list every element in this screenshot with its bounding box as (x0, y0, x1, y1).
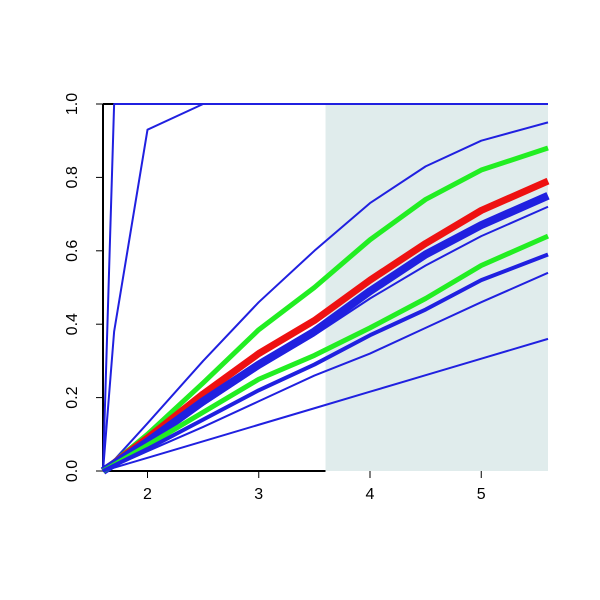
y-tick-label: 0.2 (64, 386, 81, 408)
series-line (102, 337, 549, 472)
series-line (102, 271, 549, 472)
y-tick-label: 1.0 (64, 93, 81, 115)
series-line (102, 252, 549, 473)
x-tick-label: 4 (366, 486, 375, 503)
y-tick-label: 0.4 (64, 313, 81, 335)
x-tick-label: 3 (254, 486, 263, 503)
series-line (102, 103, 548, 472)
x-tick-label: 2 (143, 486, 152, 503)
y-tick-label: 0.6 (64, 240, 81, 262)
y-tick-label: 0.0 (64, 460, 81, 482)
x-tick-label: 5 (477, 486, 486, 503)
series-line (102, 121, 549, 472)
y-tick-label: 0.8 (64, 166, 81, 188)
plot-lines (100, 103, 550, 475)
